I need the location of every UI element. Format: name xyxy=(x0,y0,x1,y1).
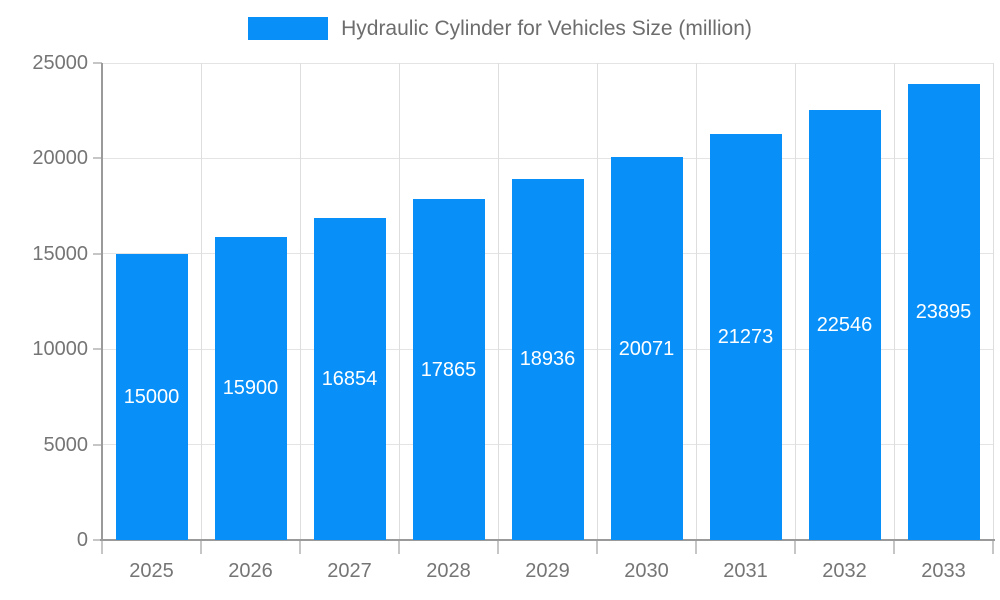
y-gridline xyxy=(102,157,993,159)
y-axis-tick-label: 5000 xyxy=(43,433,89,456)
x-axis-tick-label: 2033 xyxy=(921,560,966,582)
x-tick-mark xyxy=(497,540,499,554)
bar-value-label: 18936 xyxy=(519,348,576,371)
x-tick-mark xyxy=(893,540,895,554)
y-axis-tick-label: 15000 xyxy=(32,242,88,265)
x-gridline xyxy=(695,63,697,540)
x-tick-mark xyxy=(200,540,202,554)
x-tick-mark xyxy=(299,540,301,554)
legend-label: Hydraulic Cylinder for Vehicles Size (mi… xyxy=(341,16,752,40)
bar-2028[interactable] xyxy=(412,199,485,540)
x-axis-tick-label: 2027 xyxy=(327,560,372,582)
bar-2029[interactable] xyxy=(511,178,584,540)
x-gridline xyxy=(299,63,301,540)
x-gridline xyxy=(398,63,400,540)
y-axis-tick-label: 0 xyxy=(76,529,88,551)
y-tick-mark xyxy=(93,443,102,446)
y-axis-tick-label: 10000 xyxy=(32,338,88,361)
x-tick-mark xyxy=(695,540,697,554)
x-gridline xyxy=(992,63,994,540)
x-gridline xyxy=(893,63,895,540)
bar-value-label: 22546 xyxy=(816,313,873,336)
x-axis-tick-label: 2032 xyxy=(822,560,867,582)
x-axis-tick-label: 2025 xyxy=(129,560,174,582)
bar-value-label: 16854 xyxy=(321,368,378,391)
x-axis-tick-label: 2029 xyxy=(525,560,570,582)
bar-value-label: 17865 xyxy=(420,358,477,381)
y-tick-mark xyxy=(93,62,102,64)
bar-2027[interactable] xyxy=(313,218,386,540)
x-axis-tick-label: 2031 xyxy=(723,560,768,582)
x-tick-mark xyxy=(794,540,796,554)
bar-value-label: 20071 xyxy=(618,337,675,360)
y-axis-tick-label: 25000 xyxy=(32,52,88,74)
x-gridline xyxy=(200,63,202,540)
x-tick-mark xyxy=(596,540,598,554)
x-axis-line xyxy=(100,539,995,541)
x-axis-tick-label: 2030 xyxy=(624,560,669,582)
y-tick-mark xyxy=(93,539,102,541)
bar-2030[interactable] xyxy=(610,157,683,540)
chart-legend[interactable]: Hydraulic Cylinder for Vehicles Size (mi… xyxy=(0,0,1000,56)
x-axis-tick-label: 2028 xyxy=(426,560,471,582)
bar-2033[interactable] xyxy=(907,84,980,540)
bar-value-label: 15000 xyxy=(123,385,180,408)
bar-value-label: 23895 xyxy=(915,301,972,324)
y-tick-mark xyxy=(93,348,102,351)
bar-value-label: 21273 xyxy=(717,326,774,349)
x-tick-mark xyxy=(398,540,400,554)
y-axis-tick-label: 20000 xyxy=(32,147,88,170)
x-gridline xyxy=(794,63,796,540)
x-gridline xyxy=(497,63,499,540)
legend-swatch[interactable] xyxy=(248,16,329,40)
y-gridline xyxy=(102,62,993,64)
y-axis-line xyxy=(101,63,103,540)
bar-value-label: 15900 xyxy=(222,377,279,400)
bar-2031[interactable] xyxy=(709,134,782,540)
x-gridline xyxy=(596,63,598,540)
y-tick-mark xyxy=(93,252,102,255)
bar-2032[interactable] xyxy=(808,109,881,540)
y-tick-mark xyxy=(93,157,102,160)
x-tick-mark xyxy=(992,540,994,554)
x-axis-tick-label: 2026 xyxy=(228,560,273,582)
bar-2026[interactable] xyxy=(214,236,287,540)
x-tick-mark xyxy=(101,540,103,554)
bar-2025[interactable] xyxy=(115,253,188,540)
